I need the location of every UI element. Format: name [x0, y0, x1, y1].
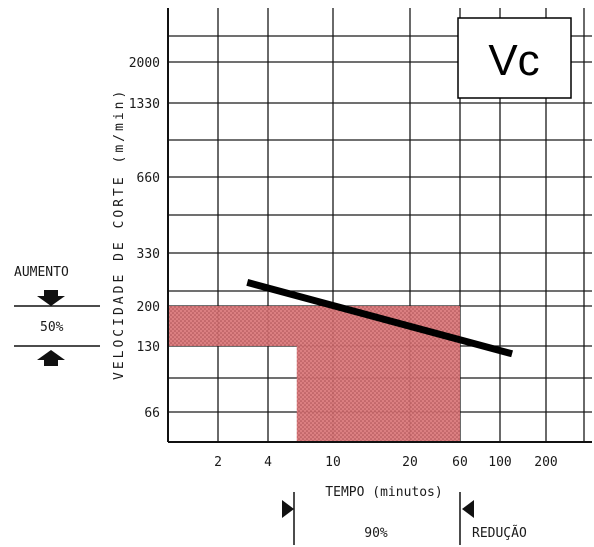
y-tick-label: 66 [144, 406, 160, 421]
x-tick-label: 100 [488, 455, 511, 470]
y-tick-label: 2000 [129, 56, 160, 71]
x-tick-labels: 2 4 10 20 60 100 200 [214, 455, 558, 470]
title-box [457, 17, 572, 99]
aumento-percent: 50% [40, 320, 64, 335]
arrow-left-icon [462, 500, 474, 518]
x-tick-label: 4 [264, 455, 272, 470]
y-tick-labels: 66 130 200 330 660 1330 2000 [129, 56, 160, 421]
axes [167, 8, 592, 443]
series-layer [246, 279, 514, 358]
x-tick-label: 20 [402, 455, 418, 470]
x-tick-label: 60 [452, 455, 468, 470]
arrow-down-icon [37, 290, 65, 306]
x-axis-label: TEMPO (minutos) [325, 485, 442, 500]
vertical-band-region [296, 346, 460, 442]
x-tick-label: 2 [214, 455, 222, 470]
y-tick-label: 130 [137, 340, 160, 355]
arrow-up-icon [37, 350, 65, 366]
y-axis-label: VELOCIDADE DE CORTE (m/min) [112, 88, 127, 380]
x-tick-label: 200 [534, 455, 557, 470]
reducao-label: REDUÇÃO [472, 525, 527, 541]
highlight-bands [168, 306, 460, 442]
aumento-label: AUMENTO [14, 265, 69, 280]
y-tick-label: 1330 [129, 97, 160, 112]
y-tick-label: 200 [137, 300, 160, 315]
chart-title: Vc [488, 36, 539, 85]
tool-life-line [246, 279, 514, 358]
y-tick-label: 330 [137, 247, 160, 262]
x-tick-label: 10 [325, 455, 341, 470]
reducao-percent: 90% [364, 526, 388, 541]
arrow-right-icon [282, 500, 294, 518]
y-tick-label: 660 [137, 171, 160, 186]
